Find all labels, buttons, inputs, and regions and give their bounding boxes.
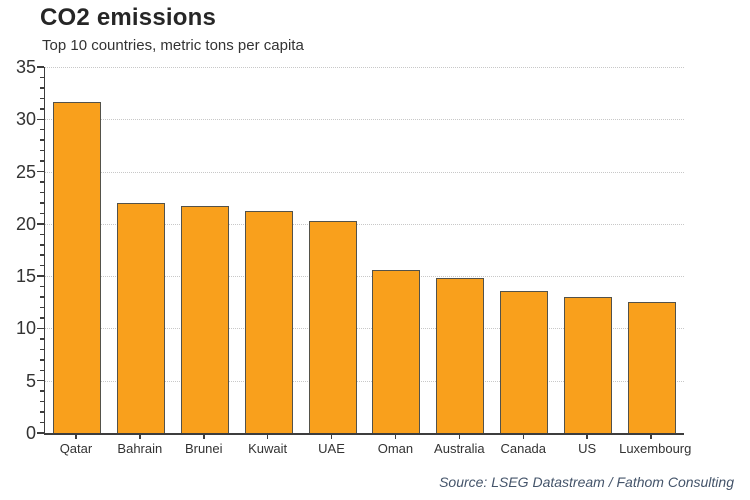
y-tick-label-0: 0 [25,423,36,443]
bar-kuwait [244,211,293,433]
x-tick-label-australia: Australia [434,441,485,456]
y-minor-tick-7 [39,359,44,361]
y-minor-tick-9 [39,338,44,340]
x-tick-label-canada: Canada [500,441,547,456]
bar-australia [436,278,485,433]
gridline-15 [45,276,684,278]
x-tick-australia [458,435,461,439]
bar-qatar [52,101,101,433]
chart-subtitle: Top 10 countries, metric tons per capita [42,37,304,54]
x-tick-label-qatar: Qatar [59,441,93,456]
y-minor-tick-28 [39,139,44,141]
y-minor-tick-29 [39,128,44,131]
gridline-35 [45,67,684,68]
y-minor-tick-34 [39,76,44,79]
y-minor-tick-19 [39,233,44,236]
y-minor-tick-32 [39,97,44,100]
y-minor-tick-3 [39,400,44,403]
x-tick-label-bahrain: Bahrain [117,441,163,456]
y-major-tick-0 [36,432,44,434]
y-minor-tick-1 [39,421,44,424]
y-minor-tick-16 [39,264,44,267]
x-tick-label-luxembourg: Luxembourg [619,441,692,456]
y-minor-tick-14 [39,285,44,288]
y-minor-tick-11 [39,317,44,319]
x-tick-oman [394,435,397,439]
x-tick-qatar [75,435,77,439]
y-tick-label-10: 10 [15,318,36,339]
y-major-tick-30 [36,118,44,121]
x-tick-label-kuwait: Kuwait [248,441,288,456]
bar-brunei [180,206,229,433]
y-major-tick-5 [36,379,44,382]
y-minor-tick-22 [39,202,44,204]
bar-luxembourg [628,302,677,433]
x-tick-label-brunei: Brunei [184,441,223,456]
x-tick-us [586,435,588,439]
bar-uae [308,220,357,433]
y-minor-tick-12 [39,306,44,309]
gridline-30 [45,119,684,121]
y-minor-tick-17 [39,254,44,256]
gridline-20 [45,223,684,225]
gridline-25 [45,171,684,173]
y-major-tick-10 [36,327,44,330]
y-major-tick-15 [36,275,44,277]
x-tick-label-uae: UAE [318,441,345,456]
y-major-tick-25 [36,170,44,173]
source-note: Source: LSEG Datastream / Fathom Consult… [439,474,734,490]
y-minor-tick-8 [39,348,44,351]
bar-bahrain [116,202,165,433]
plot-area [36,66,684,435]
y-minor-tick-21 [39,212,44,215]
y-major-tick-20 [36,223,44,225]
x-tick-bahrain [139,435,141,439]
y-minor-tick-18 [39,244,44,246]
y-tick-label-25: 25 [15,161,36,182]
y-major-tick-35 [36,66,44,68]
y-tick-label-35: 35 [15,57,36,77]
y-minor-tick-4 [39,390,44,392]
x-tick-label-us: US [578,441,597,456]
y-tick-label-15: 15 [15,266,36,287]
y-minor-tick-13 [39,296,44,298]
gridline-5 [45,380,684,382]
y-minor-tick-27 [39,149,44,152]
x-tick-label-oman: Oman [377,441,414,456]
x-tick-brunei [203,435,205,439]
x-tick-luxembourg [650,435,652,439]
bar-oman [372,269,421,433]
bar-us [564,297,613,433]
y-minor-tick-31 [39,108,44,110]
y-minor-tick-33 [39,87,44,89]
y-minor-tick-2 [39,411,44,413]
y-minor-tick-23 [39,191,44,194]
y-tick-label-20: 20 [15,213,36,234]
y-tick-label-5: 5 [25,370,36,391]
x-tick-uae [330,435,333,439]
bar-canada [500,290,549,433]
gridline-10 [45,328,684,330]
y-minor-tick-26 [39,160,44,162]
y-minor-tick-6 [39,369,44,371]
x-tick-canada [522,435,524,439]
y-minor-tick-24 [39,181,44,183]
y-tick-label-30: 30 [15,109,36,130]
chart-title: CO2 emissions [40,4,217,31]
x-tick-kuwait [266,435,269,439]
